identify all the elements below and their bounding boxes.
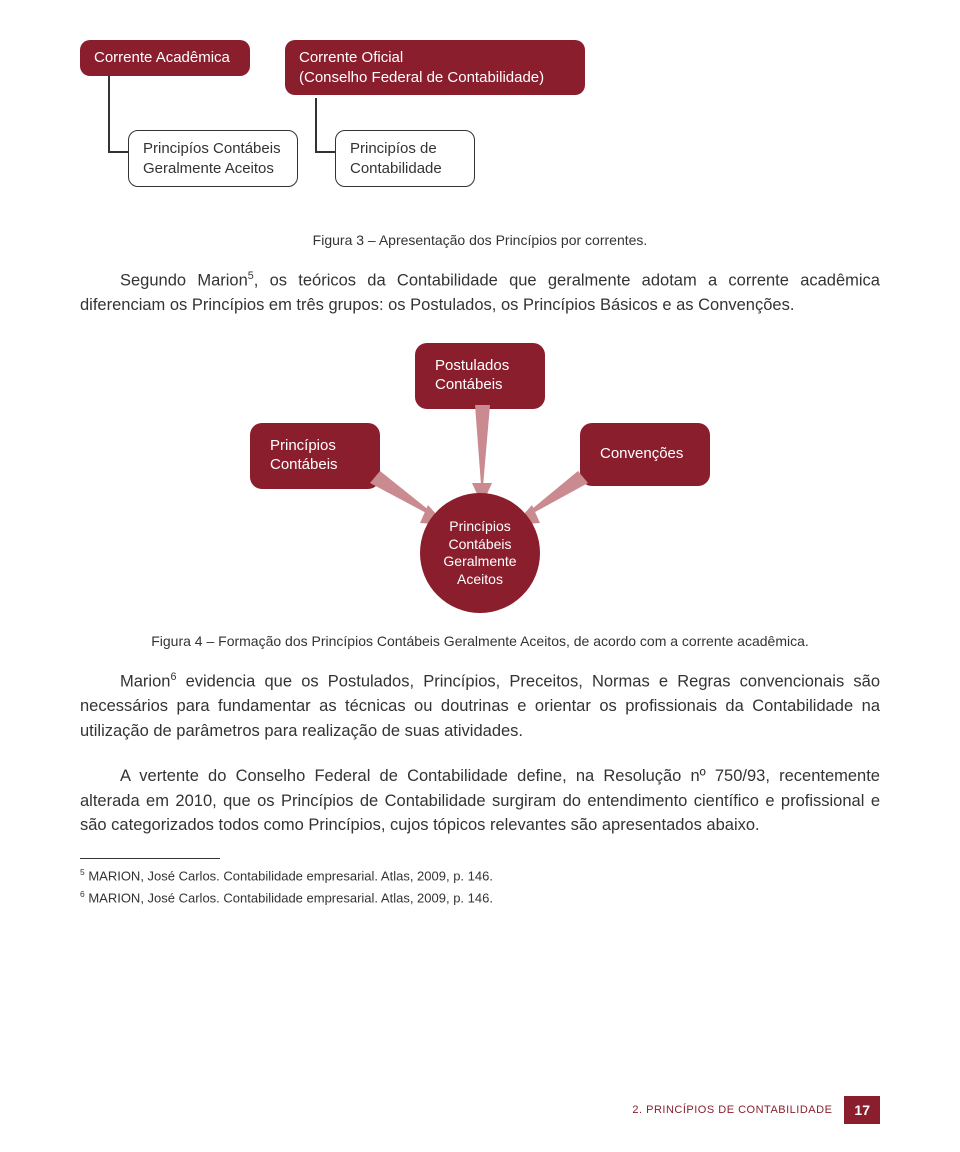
node-principios: PrincípiosContábeis (250, 423, 380, 489)
footnote-6: 6 MARION, José Carlos. Contabilidade emp… (80, 889, 880, 905)
node-corrente-academica: Corrente Acadêmica (80, 40, 250, 76)
footer-page-number: 17 (844, 1096, 880, 1124)
paragraph-3: A vertente do Conselho Federal de Contab… (80, 764, 880, 838)
paragraph-1: Segundo Marion5, os teóricos da Contabil… (80, 268, 880, 318)
footnote-5: 5 MARION, José Carlos. Contabilidade emp… (80, 867, 880, 883)
paragraph-2: Marion6 evidencia que os Postulados, Pri… (80, 669, 880, 744)
node-principios-contabilidade: Principíos de Contabilidade (335, 130, 475, 187)
connector (108, 151, 128, 153)
node-geralmente-aceitos: PrincípiosContábeisGeralmenteAceitos (420, 493, 540, 613)
page-footer: 2. PRINCÍPIOS DE CONTABILIDADE 17 (632, 1096, 880, 1124)
figure3-caption: Figura 3 – Apresentação dos Princípios p… (80, 232, 880, 248)
diagram-formacao: PostuladosContábeis PrincípiosContábeis … (200, 343, 760, 623)
node-postulados: PostuladosContábeis (415, 343, 545, 409)
connector (108, 76, 110, 151)
node-convencoes: Convenções (580, 423, 710, 486)
footnote-rule (80, 858, 220, 859)
diagram-correntes: Corrente Acadêmica Corrente Oficial (Con… (80, 40, 880, 220)
footer-chapter: 2. PRINCÍPIOS DE CONTABILIDADE (632, 1104, 832, 1116)
connector (315, 98, 317, 151)
node-corrente-oficial: Corrente Oficial (Conselho Federal de Co… (285, 40, 585, 95)
connector (315, 151, 335, 153)
node-principios-aceitos: Principíos Contábeis Geralmente Aceitos (128, 130, 298, 187)
figure4-caption: Figura 4 – Formação dos Princípios Contá… (80, 633, 880, 649)
